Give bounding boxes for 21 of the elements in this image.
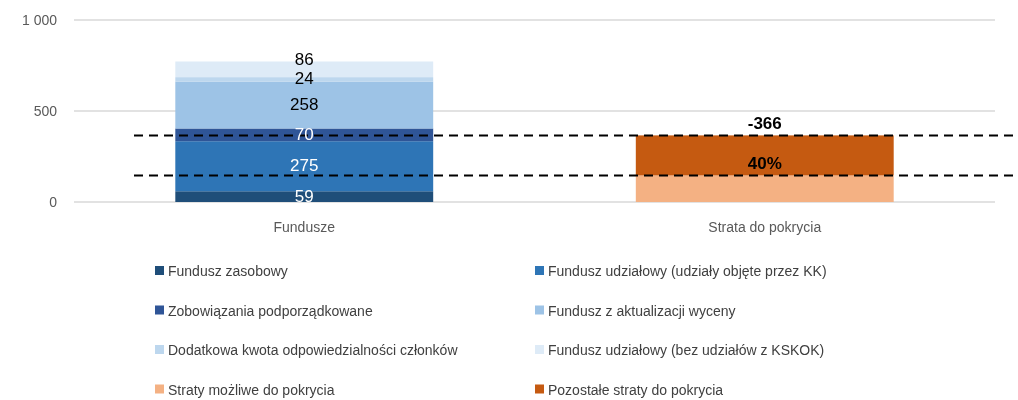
- legend-label: Pozostałe straty do pokrycia: [548, 381, 724, 398]
- data-label: 275: [290, 156, 319, 176]
- legend-label: Zobowiązania podporządkowane: [168, 302, 373, 319]
- legend-label: Fundusz udziałowy (bez udziałów z KSKOK): [548, 342, 825, 358]
- data-label: 24: [294, 69, 314, 89]
- legend-label: Dodatkowa kwota odpowiedzialności członków: [168, 342, 459, 358]
- data-label: 258: [290, 94, 319, 114]
- x-tick-label: Fundusze: [273, 219, 336, 235]
- annotation: 40%: [747, 154, 782, 174]
- y-tick-label: 1 000: [21, 12, 58, 28]
- data-label: 59: [294, 186, 314, 206]
- y-tick-label: 500: [33, 103, 58, 119]
- legend-label: Fundusz z aktualizacji wyceny: [548, 302, 736, 319]
- legend-label: Straty możliwe do pokrycia: [168, 381, 335, 398]
- x-tick-label: Strata do pokrycia: [708, 219, 822, 235]
- legend-label: Fundusz zasobowy: [168, 263, 288, 279]
- data-label: 86: [294, 50, 314, 70]
- y-tick-label: 0: [49, 194, 58, 210]
- annotation: -366: [747, 114, 782, 134]
- legend-label: Fundusz udziałowy (udziały objęte przez KK): [548, 263, 827, 279]
- data-label: 70: [294, 124, 314, 144]
